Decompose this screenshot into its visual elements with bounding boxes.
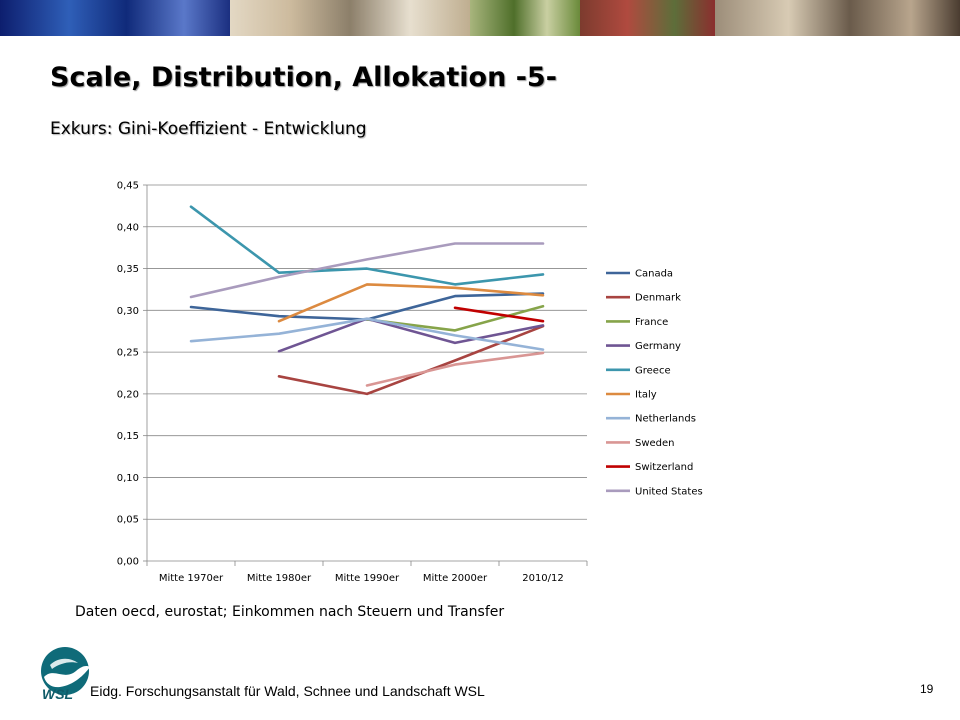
data-source-note: Daten oecd, eurostat; Einkommen nach Ste… [75, 604, 505, 620]
y-tick-label: 0,00 [117, 557, 139, 568]
x-tick-label: Mitte 1970er [159, 573, 224, 584]
legend-label-denmark: Denmark [635, 293, 681, 304]
legend-label-united-states: United States [635, 486, 703, 497]
wsl-logo-text: WSL [42, 686, 73, 701]
chart-legend: Canada Denmark France Germany Greece Italy Net… [606, 269, 703, 497]
legend-label-sweden: Sweden [635, 438, 675, 449]
legend-label-france: France [635, 317, 668, 328]
series-line-italy [277, 283, 545, 323]
chart-axes: 0,00 0,05 0,10 0,15 0,20 0,25 0,30 0,35 0,40 0,45… [117, 181, 588, 584]
series-line-switzerland [453, 306, 545, 323]
x-tick-label: Mitte 1990er [335, 573, 400, 584]
series-line-sweden [365, 351, 545, 387]
institute-name: Eidg. Forschungsanstalt für Wald, Schnee… [90, 683, 485, 699]
y-tick-label: 0,05 [117, 515, 139, 526]
chart-gridlines [147, 184, 587, 562]
series-line-canada [189, 292, 545, 321]
legend-label-switzerland: Switzerland [635, 462, 693, 473]
legend-label-canada: Canada [635, 269, 673, 280]
wsl-logo: WSL [41, 647, 90, 701]
slide-subtitle: Exkurs: Gini-Koeffizient - Entwicklung [50, 119, 367, 139]
y-tick-label: 0,35 [117, 264, 139, 275]
series-line-netherlands [189, 317, 545, 351]
photo-banner [0, 0, 960, 36]
legend-label-germany: Germany [635, 341, 681, 352]
legend-label-greece: Greece [635, 365, 671, 376]
y-tick-label: 0,45 [117, 181, 139, 192]
y-tick-label: 0,30 [117, 306, 139, 317]
page-number: 19 [920, 682, 934, 696]
y-tick-label: 0,40 [117, 222, 139, 233]
y-tick-label: 0,15 [117, 431, 139, 442]
x-tick-label: Mitte 1980er [247, 573, 312, 584]
series-line-united-states [189, 242, 545, 299]
y-tick-label: 0,10 [117, 473, 139, 484]
legend-label-italy: Italy [635, 390, 657, 401]
chart-series [189, 205, 545, 396]
legend-label-netherlands: Netherlands [635, 414, 696, 425]
y-tick-label: 0,20 [117, 389, 139, 400]
series-line-greece [189, 205, 545, 286]
y-tick-label: 0,25 [117, 348, 139, 359]
series-line-germany [277, 317, 545, 353]
slide-title: Scale, Distribution, Allokation -5- [50, 62, 557, 93]
x-tick-label: 2010/12 [522, 573, 564, 584]
x-tick-label: Mitte 2000er [423, 573, 488, 584]
